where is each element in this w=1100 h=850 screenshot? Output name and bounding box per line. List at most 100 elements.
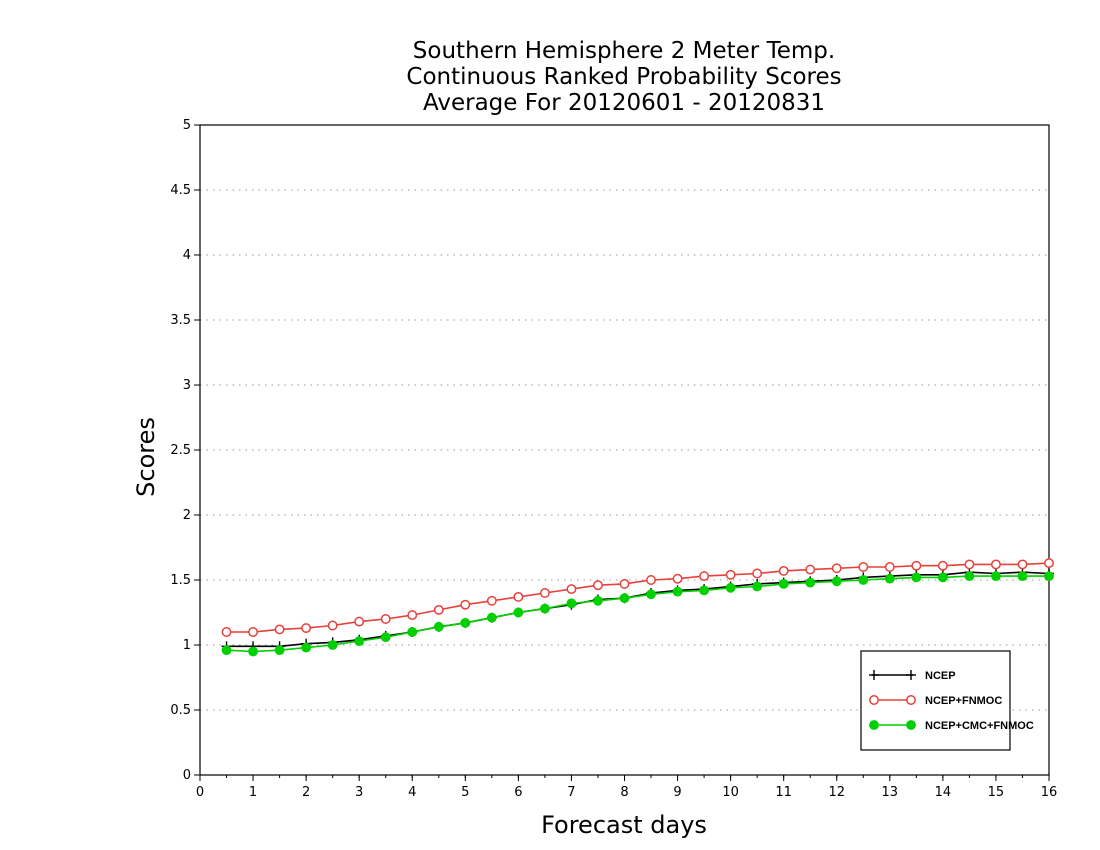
- open-circle-marker: [990, 559, 1001, 570]
- filled-circle-marker: [964, 571, 975, 581]
- x-tick-label: 5: [461, 785, 469, 800]
- filled-circle-marker: [301, 642, 312, 653]
- chart-title-line-1: Southern Hemisphere 2 Meter Temp.: [413, 38, 835, 64]
- x-tick-label: 13: [882, 785, 899, 800]
- open-circle-marker: [407, 610, 418, 621]
- open-circle-marker: [433, 604, 444, 615]
- filled-circle-marker: [646, 589, 656, 600]
- open-circle-marker: [539, 588, 550, 598]
- filled-circle-marker: [699, 585, 709, 596]
- grid-layer: [200, 189, 1049, 711]
- y-tick-label: 0.5: [170, 703, 191, 718]
- filled-circle-marker: [911, 572, 922, 583]
- x-tick-label: 8: [620, 785, 628, 800]
- x-tick-label: 9: [673, 785, 681, 800]
- series-layer: [221, 558, 1054, 657]
- open-circle-marker: [566, 584, 577, 595]
- y-tick-label: 3.5: [170, 313, 191, 328]
- filled-circle-marker: [433, 621, 444, 632]
- filled-circle-marker: [906, 720, 916, 730]
- filled-circle-marker: [513, 607, 524, 618]
- filled-circle-marker: [274, 645, 285, 656]
- legend-item: NCEP+CMC+FNMOC: [869, 720, 1034, 732]
- y-tick-label: 4: [183, 248, 191, 263]
- filled-circle-marker: [858, 575, 869, 585]
- y-tick-label: 0: [183, 768, 191, 783]
- open-circle-marker: [672, 573, 683, 584]
- filled-circle-marker: [805, 577, 816, 588]
- legend: NCEP NCEP+FNMOC NCEP+CMC+FNMOC: [860, 650, 1034, 751]
- ticks-layer: 00.511.522.533.544.550 1 2 3 4 5 6 7 8 9 10 11 12 13 1…: [170, 118, 1057, 800]
- open-circle-marker: [460, 599, 471, 610]
- y-tick-label: 1: [183, 638, 191, 653]
- y-tick-label: 2.5: [170, 443, 191, 458]
- x-tick-label: 14: [935, 785, 952, 800]
- filled-circle-marker: [991, 571, 1001, 581]
- open-circle-marker: [858, 562, 869, 572]
- filled-circle-marker: [593, 595, 603, 606]
- y-tick-label: 3: [183, 378, 191, 393]
- open-circle-marker: [593, 580, 603, 591]
- x-tick-label: 11: [775, 785, 792, 800]
- x-tick-label: 1: [249, 785, 257, 800]
- open-circle-marker: [964, 559, 975, 570]
- filled-circle-marker: [566, 598, 577, 609]
- x-tick-label: 4: [408, 785, 416, 800]
- y-tick-label: 2: [183, 508, 191, 523]
- filled-circle-marker: [725, 582, 736, 593]
- x-tick-label: 0: [196, 785, 204, 800]
- legend-label: NCEP: [925, 670, 956, 682]
- filled-circle-marker: [752, 581, 763, 592]
- open-circle-marker: [831, 563, 842, 574]
- filled-circle-marker: [937, 572, 948, 583]
- x-tick-label: 16: [1041, 785, 1058, 800]
- open-circle-marker: [1017, 559, 1028, 570]
- open-circle-marker: [1044, 558, 1054, 569]
- filled-circle-marker: [619, 593, 630, 604]
- series-line: [226, 562, 1050, 633]
- filled-circle-marker: [221, 645, 232, 656]
- series-ncep-fnmoc: [221, 558, 1054, 637]
- open-circle-marker: [513, 591, 524, 602]
- legend-items: NCEP NCEP+FNMOC NCEP+CMC+FNMOC: [869, 670, 1034, 732]
- x-tick-label: 3: [355, 785, 363, 800]
- open-circle-marker: [937, 560, 948, 571]
- open-circle-marker: [619, 578, 630, 589]
- filled-circle-marker: [778, 579, 789, 589]
- filled-circle-marker: [460, 618, 471, 628]
- open-circle-marker: [884, 562, 895, 572]
- open-circle-marker: [221, 627, 232, 637]
- x-tick-label: 15: [988, 785, 1005, 800]
- filled-circle-marker: [486, 612, 497, 623]
- open-circle-marker: [274, 624, 285, 635]
- x-tick-label: 12: [828, 785, 845, 800]
- legend-label: NCEP+CMC+FNMOC: [925, 720, 1034, 732]
- filled-circle-marker: [380, 632, 391, 643]
- legend-item: NCEP+FNMOC: [869, 695, 1002, 707]
- x-axis-label: Forecast days: [541, 811, 707, 839]
- series-line: [226, 571, 1050, 648]
- open-circle-marker: [805, 564, 816, 575]
- chart-title-line-2: Continuous Ranked Probability Scores: [406, 64, 841, 90]
- filled-circle-marker: [884, 573, 895, 584]
- x-tick-label: 7: [567, 785, 575, 800]
- legend-item: NCEP: [869, 670, 956, 682]
- open-circle-marker: [327, 620, 338, 631]
- open-circle-marker: [301, 623, 312, 634]
- open-circle-marker: [646, 575, 656, 585]
- y-tick-label: 4.5: [170, 183, 191, 198]
- filled-circle-marker: [407, 627, 418, 637]
- x-tick-label: 6: [514, 785, 522, 800]
- chart-title-line-3: Average For 20120601 - 20120831: [423, 90, 825, 116]
- filled-circle-marker: [672, 586, 683, 597]
- filled-circle-marker: [327, 640, 338, 650]
- series-ncep-cmc-fnmoc: [221, 571, 1054, 657]
- filled-circle-marker: [869, 720, 879, 730]
- open-circle-marker: [911, 560, 922, 571]
- x-tick-label: 2: [302, 785, 310, 800]
- open-circle-marker: [248, 627, 259, 637]
- filled-circle-marker: [1017, 571, 1028, 581]
- legend-label: NCEP+FNMOC: [925, 695, 1002, 707]
- y-tick-label: 5: [183, 118, 191, 133]
